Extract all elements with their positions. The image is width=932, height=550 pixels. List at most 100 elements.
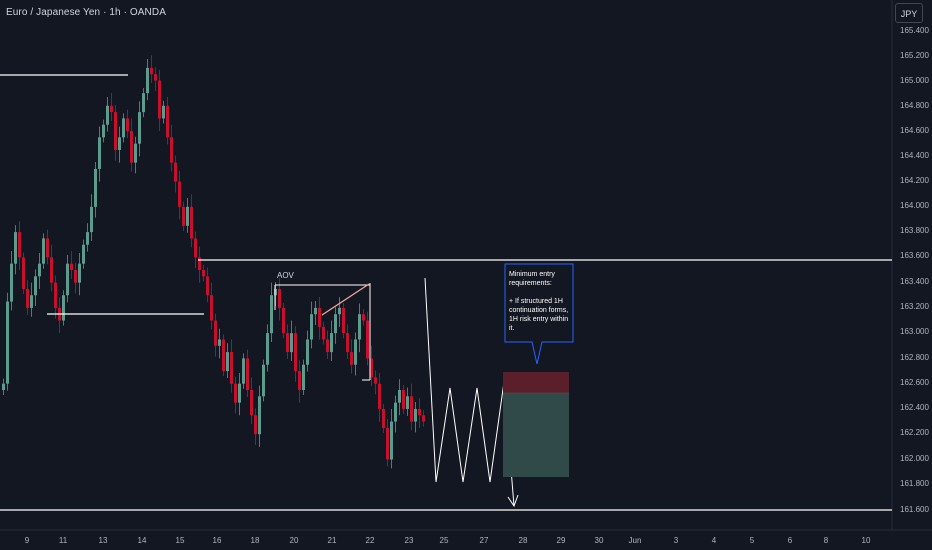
price-tick: 162.400 — [900, 403, 929, 412]
candle-body — [422, 415, 425, 422]
candle-body — [270, 295, 273, 334]
candle-body — [38, 263, 41, 277]
time-tick: 13 — [99, 536, 108, 545]
candle-body — [210, 295, 213, 321]
candle-body — [166, 105, 169, 138]
candle-body — [50, 257, 53, 283]
candle-body — [402, 390, 405, 409]
candle-body — [142, 93, 145, 113]
symbol-title[interactable]: Euro / Japanese Yen · 1h · OANDA — [6, 7, 166, 18]
candle-body — [306, 339, 309, 365]
callout-line-5: continuation forms, — [509, 307, 568, 314]
candle-body — [78, 263, 81, 283]
time-tick: 5 — [750, 536, 755, 545]
candle-body — [254, 415, 257, 435]
candle-body — [34, 276, 37, 296]
candle-body — [150, 67, 153, 75]
candle-body — [350, 352, 353, 365]
candle-body — [386, 427, 389, 460]
candle-body — [18, 232, 21, 258]
candle-body — [198, 257, 201, 270]
candle-body — [70, 263, 73, 270]
time-tick: 25 — [440, 536, 449, 545]
time-tick: 29 — [557, 536, 566, 545]
candle-body — [178, 181, 181, 207]
price-tick: 162.600 — [900, 378, 929, 387]
candle-body — [242, 358, 245, 384]
candle-body — [86, 232, 89, 245]
trendline[interactable] — [321, 283, 370, 316]
candle-body — [250, 390, 253, 416]
candle-body — [374, 377, 377, 384]
candle-body — [358, 314, 361, 340]
callout-line-1: Minimum entry — [509, 271, 555, 278]
price-tick: 164.800 — [900, 101, 929, 110]
candle-body — [22, 257, 25, 289]
time-tick: 16 — [213, 536, 222, 545]
candle-body — [118, 137, 121, 150]
candle-body — [174, 162, 177, 182]
currency-button[interactable]: JPY — [895, 3, 923, 23]
candle-body — [90, 206, 93, 233]
time-tick: 21 — [328, 536, 337, 545]
candle-body — [230, 352, 233, 384]
price-axis[interactable]: 165.400 165.200 165.000 164.800 164.600 … — [900, 26, 929, 514]
candle-body — [330, 333, 333, 353]
time-tick: 20 — [290, 536, 299, 545]
candle-body — [294, 333, 297, 372]
candle-body — [62, 295, 65, 321]
time-tick: 15 — [176, 536, 185, 545]
candle-body — [382, 408, 385, 428]
candle-body — [102, 124, 105, 138]
candle-body — [30, 295, 33, 308]
callout-box[interactable] — [504, 263, 574, 365]
aov-label[interactable]: AOV — [277, 271, 295, 280]
candle-body — [6, 301, 9, 384]
time-tick: 4 — [712, 536, 717, 545]
candle-body — [286, 333, 289, 353]
candle-body — [354, 339, 357, 365]
projection-arrow-head — [507, 494, 519, 508]
candle-body — [362, 314, 365, 321]
candle-body — [378, 383, 381, 409]
time-tick: 23 — [405, 536, 414, 545]
candle-body — [154, 74, 157, 81]
price-tick: 165.000 — [900, 76, 929, 85]
candle-body — [418, 408, 421, 416]
price-tick: 162.200 — [900, 428, 929, 437]
candle-body — [42, 238, 45, 264]
candle-body — [234, 383, 237, 403]
time-tick: 11 — [59, 536, 68, 545]
price-tick: 163.000 — [900, 327, 929, 336]
time-tick: 10 — [862, 536, 871, 545]
candle-body — [206, 276, 209, 296]
take-profit-zone[interactable] — [503, 393, 569, 477]
time-tick: 8 — [824, 536, 829, 545]
candles-group — [2, 55, 425, 469]
price-tick: 164.600 — [900, 126, 929, 135]
candle-body — [406, 396, 409, 409]
time-tick: Jun — [629, 536, 642, 545]
candle-body — [106, 105, 109, 125]
candle-body — [186, 206, 189, 226]
candle-body — [346, 333, 349, 353]
candle-body — [266, 333, 269, 365]
candle-body — [218, 339, 221, 346]
candle-body — [258, 396, 261, 435]
time-tick: 14 — [138, 536, 147, 545]
price-tick: 162.000 — [900, 454, 929, 463]
candle-body — [130, 131, 133, 163]
callout-line-4: + If structured 1H — [509, 298, 563, 305]
price-tick: 161.600 — [900, 505, 929, 514]
time-axis[interactable]: 9 11 13 14 15 16 18 20 21 22 23 25 27 28… — [25, 536, 871, 545]
projection-zigzag[interactable] — [424, 277, 505, 483]
candle-body — [158, 80, 161, 119]
callout-line-7: it. — [509, 325, 515, 332]
stop-loss-zone[interactable] — [503, 372, 569, 393]
time-tick: 3 — [674, 536, 679, 545]
candle-body — [122, 118, 125, 138]
candle-body — [190, 206, 193, 239]
candle-body — [298, 371, 301, 390]
